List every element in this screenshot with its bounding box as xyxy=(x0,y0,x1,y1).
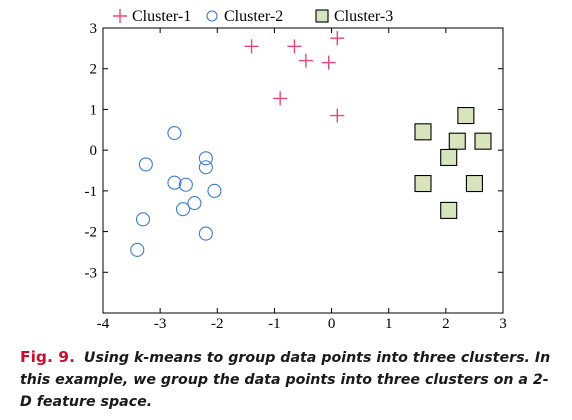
y-tick-label: -3 xyxy=(85,265,98,281)
data-point-cluster-3 xyxy=(474,132,492,150)
data-point-cluster-1 xyxy=(330,108,345,123)
data-point-cluster-3 xyxy=(440,201,458,219)
data-point-cluster-2 xyxy=(167,175,182,190)
data-point-cluster-2 xyxy=(198,160,213,175)
data-point-cluster-3 xyxy=(414,174,432,193)
y-tick-label: 0 xyxy=(90,143,98,159)
x-tick-label: -1 xyxy=(268,316,281,332)
legend-label-cluster-2: Cluster-2 xyxy=(224,8,283,25)
data-point-cluster-2 xyxy=(138,157,153,172)
data-point-cluster-2 xyxy=(130,242,145,257)
plot-frame xyxy=(102,27,504,314)
figure-caption: Fig. 9. Using k-means to group data poin… xyxy=(20,346,560,413)
x-tick-label: 0 xyxy=(328,316,336,332)
legend-label-cluster-3: Cluster-3 xyxy=(334,8,393,25)
data-point-cluster-2 xyxy=(207,183,222,198)
y-tick-label: 3 xyxy=(90,21,98,37)
legend-marker-cluster-3 xyxy=(315,9,329,23)
data-point-cluster-1 xyxy=(330,31,345,46)
data-point-cluster-2 xyxy=(198,151,213,166)
x-tick-label: 1 xyxy=(385,316,393,332)
data-point-cluster-3 xyxy=(465,174,483,193)
data-point-cluster-1 xyxy=(287,39,302,54)
data-point-cluster-1 xyxy=(273,91,288,106)
scatter-chart: -4 -3 -2 -1 0 1 2 3 -3 -2 -1 0 1 2 3 Cluster-1 Cluster-2… xyxy=(85,8,507,332)
x-tick-label: 2 xyxy=(442,316,450,332)
figure-label: Fig. 9. xyxy=(20,348,75,366)
data-point-cluster-2 xyxy=(135,212,151,227)
chart-svg: -4 -3 -2 -1 0 1 2 3 -3 -2 -1 0 1 2 3 Cluster-1 Cluster-2… xyxy=(85,8,507,332)
data-point-cluster-1 xyxy=(298,53,313,68)
data-point-cluster-2 xyxy=(198,226,213,241)
data-point-cluster-3 xyxy=(448,132,466,150)
x-tick-label: -4 xyxy=(97,316,110,332)
data-point-cluster-3 xyxy=(457,106,475,125)
data-point-cluster-1 xyxy=(321,55,336,70)
data-point-cluster-3 xyxy=(440,148,458,167)
x-tick-label: -2 xyxy=(211,316,224,332)
legend-marker-cluster-1 xyxy=(113,9,127,23)
y-tick-label: 2 xyxy=(90,62,98,78)
data-point-cluster-3 xyxy=(414,123,432,141)
data-point-cluster-2 xyxy=(175,202,191,217)
data-point-cluster-2 xyxy=(187,196,202,211)
caption-text: Using k-means to group data points into … xyxy=(20,350,551,410)
legend-marker-cluster-2 xyxy=(206,10,218,22)
data-point-cluster-1 xyxy=(244,39,259,54)
y-tick-label: -1 xyxy=(85,184,98,200)
x-tick-label: -3 xyxy=(154,316,167,332)
data-point-cluster-2 xyxy=(178,177,193,192)
legend-label-cluster-1: Cluster-1 xyxy=(132,8,191,25)
x-tick-label: 3 xyxy=(499,316,507,332)
data-point-cluster-2 xyxy=(167,125,182,141)
y-tick-label: -2 xyxy=(85,225,98,241)
y-tick-label: 1 xyxy=(90,102,98,118)
